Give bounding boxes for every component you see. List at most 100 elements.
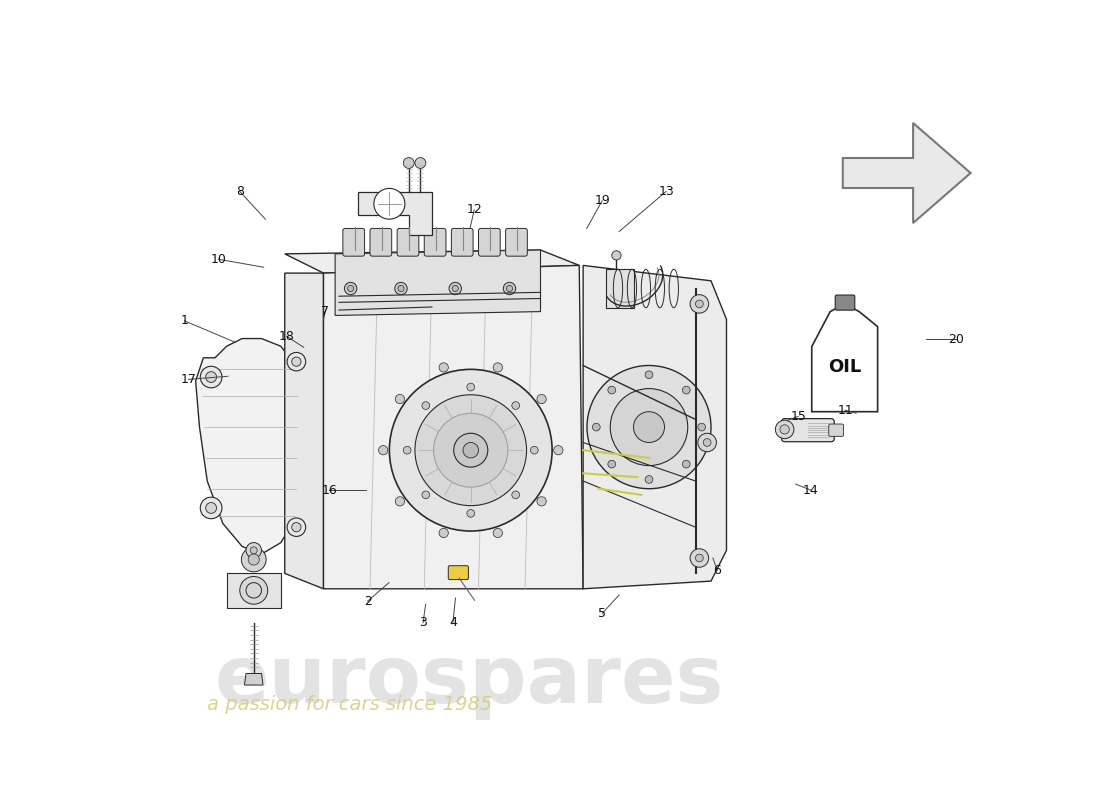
Circle shape [389, 370, 552, 531]
Circle shape [697, 434, 716, 452]
Text: 3: 3 [419, 616, 427, 629]
Circle shape [697, 423, 705, 431]
Circle shape [530, 446, 538, 454]
Circle shape [537, 497, 547, 506]
Circle shape [504, 282, 516, 294]
Circle shape [422, 491, 430, 498]
Polygon shape [244, 674, 263, 685]
Circle shape [512, 491, 519, 498]
Circle shape [493, 363, 503, 372]
Circle shape [612, 250, 621, 260]
FancyBboxPatch shape [397, 229, 419, 256]
Circle shape [415, 394, 527, 506]
Circle shape [466, 510, 474, 517]
Circle shape [452, 286, 459, 291]
FancyBboxPatch shape [370, 229, 392, 256]
Text: 6: 6 [713, 564, 722, 577]
Circle shape [493, 528, 503, 538]
Polygon shape [227, 574, 280, 608]
Polygon shape [285, 250, 580, 273]
Polygon shape [359, 192, 432, 234]
Text: 7: 7 [321, 305, 329, 318]
Circle shape [608, 460, 616, 468]
Circle shape [703, 438, 711, 446]
Text: 5: 5 [598, 607, 606, 620]
Circle shape [506, 286, 513, 291]
Text: 17: 17 [180, 373, 197, 386]
Circle shape [634, 412, 664, 442]
Text: 14: 14 [803, 484, 818, 497]
FancyBboxPatch shape [451, 229, 473, 256]
Circle shape [251, 547, 257, 554]
FancyBboxPatch shape [828, 424, 844, 436]
Text: 4: 4 [449, 616, 456, 629]
Circle shape [249, 554, 260, 565]
FancyBboxPatch shape [835, 295, 855, 310]
Polygon shape [196, 338, 304, 554]
Circle shape [422, 402, 430, 410]
Circle shape [463, 442, 478, 458]
Circle shape [433, 414, 508, 487]
Text: 16: 16 [321, 484, 338, 497]
Circle shape [206, 502, 217, 514]
Circle shape [776, 420, 794, 438]
Circle shape [439, 363, 449, 372]
Polygon shape [583, 266, 726, 589]
Circle shape [398, 286, 404, 291]
Circle shape [206, 372, 217, 382]
Circle shape [404, 446, 411, 454]
FancyBboxPatch shape [343, 229, 364, 256]
Text: 12: 12 [466, 203, 482, 217]
Circle shape [780, 425, 790, 434]
Circle shape [404, 158, 415, 168]
Circle shape [200, 366, 222, 388]
Circle shape [395, 497, 405, 506]
Circle shape [378, 446, 388, 455]
Circle shape [395, 394, 405, 404]
Circle shape [240, 577, 267, 604]
Circle shape [439, 528, 449, 538]
Polygon shape [285, 273, 323, 589]
Circle shape [292, 522, 301, 532]
Circle shape [645, 371, 653, 378]
Circle shape [695, 554, 703, 562]
Text: 11: 11 [837, 404, 852, 417]
FancyBboxPatch shape [506, 229, 527, 256]
Circle shape [466, 383, 474, 391]
Text: 8: 8 [235, 185, 244, 198]
Circle shape [246, 582, 262, 598]
Circle shape [645, 476, 653, 483]
Circle shape [344, 282, 356, 294]
Text: 20: 20 [948, 333, 964, 346]
Circle shape [453, 434, 487, 467]
Text: 19: 19 [594, 194, 610, 207]
Circle shape [246, 542, 262, 558]
FancyBboxPatch shape [478, 229, 500, 256]
Circle shape [287, 353, 306, 371]
Polygon shape [323, 266, 583, 589]
Circle shape [593, 423, 601, 431]
Circle shape [695, 300, 703, 308]
Circle shape [608, 386, 616, 394]
Circle shape [682, 460, 690, 468]
Polygon shape [336, 250, 540, 315]
Text: eurospares: eurospares [214, 642, 725, 720]
Circle shape [553, 446, 563, 455]
Text: 2: 2 [364, 594, 372, 608]
Circle shape [690, 549, 708, 567]
Polygon shape [843, 123, 970, 223]
Circle shape [682, 386, 690, 394]
Text: 1: 1 [180, 314, 188, 327]
Circle shape [449, 282, 462, 294]
FancyBboxPatch shape [449, 566, 469, 579]
Circle shape [537, 394, 547, 404]
Text: 15: 15 [790, 410, 806, 423]
Circle shape [374, 188, 405, 219]
Circle shape [512, 402, 519, 410]
Polygon shape [606, 270, 634, 308]
Circle shape [348, 286, 354, 291]
FancyBboxPatch shape [425, 229, 446, 256]
Circle shape [690, 294, 708, 313]
Text: a passion for cars since 1985: a passion for cars since 1985 [207, 694, 493, 714]
Circle shape [587, 366, 711, 489]
